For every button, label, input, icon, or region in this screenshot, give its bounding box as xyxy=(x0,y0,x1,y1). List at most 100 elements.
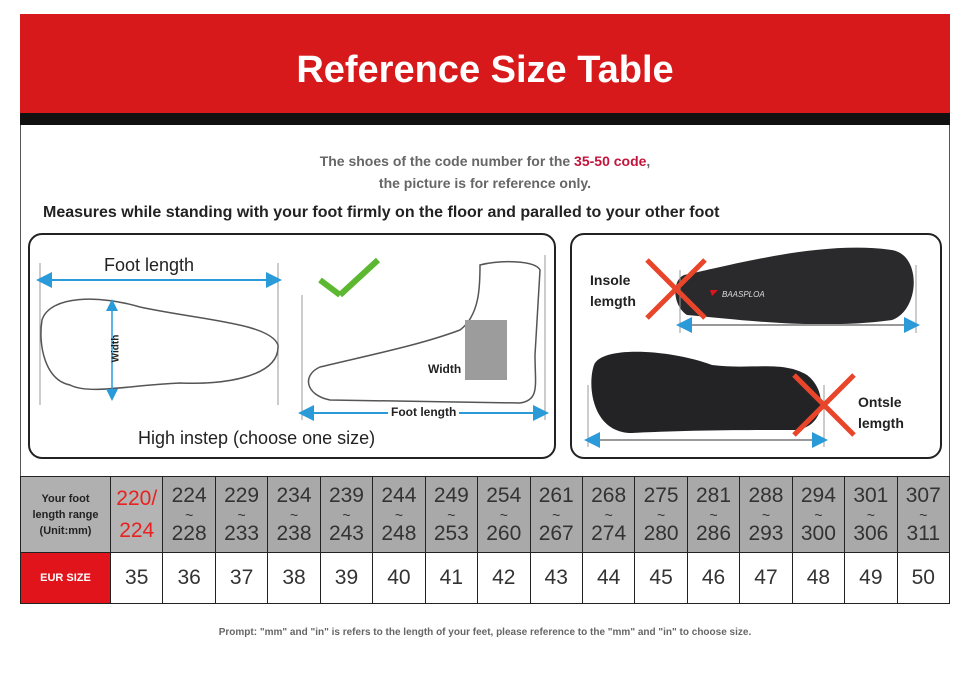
range-bottom: 311 xyxy=(906,521,941,545)
tilde: ~ xyxy=(919,506,928,523)
foot-length-label-side: Foot length xyxy=(388,405,460,419)
eur-size-cell: 36 xyxy=(162,552,216,604)
range-cell: 294 ~300 xyxy=(791,476,846,553)
eur-size-cell: 37 xyxy=(214,552,269,604)
range-bottom: 243 xyxy=(328,521,364,545)
range-bottom: 238 xyxy=(276,521,312,545)
range-cell: 239 ~243 xyxy=(319,476,374,553)
width-label: Width xyxy=(110,334,122,363)
insole-label-line-1: Insole xyxy=(590,272,631,288)
range-bottom: 300 xyxy=(800,521,836,545)
range-bottom: 233 xyxy=(224,521,260,545)
range-cell: 275 ~280 xyxy=(634,476,688,553)
range-top: 254 xyxy=(486,483,522,507)
eur-size-cell: 42 xyxy=(477,552,531,604)
sole-illustration: BAASPLOA xyxy=(584,247,920,448)
outsole-length-label: Ontsle lemgth xyxy=(858,392,904,434)
range-bottom: 224 xyxy=(119,518,155,542)
range-top: 307 xyxy=(905,483,941,507)
eur-size-row: EUR SIZE 35 36 37 38 39 40 41 42 43 44 45 46 47 48 49 5… xyxy=(20,552,951,604)
sole-panel: BAASPLOA Insole lemgth Ontsle lemgth xyxy=(570,233,942,459)
tilde: ~ xyxy=(866,506,875,523)
range-top: 281 xyxy=(696,483,732,507)
range-cell: 229 ~233 xyxy=(214,476,269,553)
eur-size-cell: 44 xyxy=(581,552,636,604)
range-cell: 281 ~286 xyxy=(686,476,741,553)
foot-measure-panel: Foot length Width Width Foot length High… xyxy=(28,233,556,459)
width-label-side: Width xyxy=(428,362,462,376)
range-bottom: 306 xyxy=(853,521,889,545)
tilde: ~ xyxy=(709,506,718,523)
tilde: ~ xyxy=(342,506,351,523)
range-top: 229 xyxy=(224,483,260,507)
range-top: 288 xyxy=(748,483,784,507)
range-bottom: 260 xyxy=(486,521,522,545)
size-table: Your foot length range (Unit:mm) 220/224 2… xyxy=(20,476,951,604)
header-line: Your foot xyxy=(41,492,90,505)
tilde: ~ xyxy=(185,506,194,523)
range-top: 268 xyxy=(591,483,627,507)
range-top: 224 xyxy=(171,483,207,507)
range-bottom: 248 xyxy=(381,521,417,545)
eur-size-cell: 47 xyxy=(739,552,793,604)
range-top: 239 xyxy=(328,483,364,507)
eur-size-cell: 43 xyxy=(529,552,583,604)
prompt-note: Prompt: "mm" and "in" is refers to the l… xyxy=(218,627,752,638)
range-cell: 224 ~228 xyxy=(162,476,216,553)
foot-length-row: Your foot length range (Unit:mm) 220/224 2… xyxy=(20,476,951,553)
intro-highlight: 35-50 code xyxy=(574,153,647,169)
eur-size-cell: 48 xyxy=(791,552,846,604)
intro-suffix: , xyxy=(646,153,651,169)
header-line: length range xyxy=(32,508,99,521)
page-title: Reference Size Table xyxy=(20,14,950,114)
tilde: ~ xyxy=(394,506,403,523)
eur-size-cell: 40 xyxy=(372,552,426,604)
insole-length-label: Insole lemgth xyxy=(590,270,636,312)
brand-logo-text: BAASPLOA xyxy=(722,290,765,299)
foot-length-header: Your foot length range (Unit:mm) xyxy=(20,476,111,553)
range-bottom: 274 xyxy=(591,521,627,545)
outsole-label-line-1: Ontsle xyxy=(858,394,902,410)
range-cell: 254 ~260 xyxy=(477,476,531,553)
eur-size-cell: 35 xyxy=(109,552,164,604)
range-cell: 288 ~293 xyxy=(739,476,793,553)
range-bottom: 253 xyxy=(433,521,469,545)
tilde: ~ xyxy=(447,506,456,523)
tilde: ~ xyxy=(814,506,823,523)
tilde: ~ xyxy=(237,506,246,523)
range-top: 275 xyxy=(643,483,679,507)
eur-size-cell: 50 xyxy=(896,552,951,604)
range-cell: 249 ~253 xyxy=(424,476,479,553)
measure-instruction: Measures while standing with your foot f… xyxy=(43,204,720,221)
range-cell: 244 ~248 xyxy=(372,476,426,553)
range-top: 234 xyxy=(276,483,312,507)
range-bottom: 293 xyxy=(748,521,784,545)
range-cell: 268 ~274 xyxy=(581,476,636,553)
eur-size-header: EUR SIZE xyxy=(20,552,111,604)
range-bottom: 267 xyxy=(538,521,574,545)
eur-size-cell: 45 xyxy=(634,552,688,604)
range-cell: 307 ~311 xyxy=(896,476,951,553)
tilde: ~ xyxy=(604,506,613,523)
range-cell: 261 ~267 xyxy=(529,476,583,553)
tilde: ~ xyxy=(289,506,299,523)
range-top: 301 xyxy=(853,483,889,507)
range-cell: 220/224 xyxy=(109,476,164,553)
intro-line-2: the picture is for reference only. xyxy=(378,175,592,191)
intro-text: The shoes of the code number for the xyxy=(319,153,575,169)
eur-size-cell: 39 xyxy=(319,552,374,604)
tilde: ~ xyxy=(499,506,508,523)
range-top: 294 xyxy=(800,483,836,507)
range-bottom: 280 xyxy=(643,521,679,545)
eur-size-cell: 46 xyxy=(686,552,741,604)
header-line: (Unit:mm) xyxy=(39,524,92,537)
intro-line-1: The shoes of the code number for the 35-… xyxy=(0,153,970,169)
high-instep-caption: High instep (choose one size) xyxy=(138,428,376,448)
range-cell: 301 ~306 xyxy=(844,476,898,553)
foot-length-label: Foot length xyxy=(104,255,195,275)
range-cell: 234 ~238 xyxy=(267,476,321,553)
divider-bar xyxy=(20,113,950,125)
range-top: 261 xyxy=(538,483,574,507)
outsole-label-line-2: lemgth xyxy=(858,415,904,431)
tilde: ~ xyxy=(552,506,561,523)
